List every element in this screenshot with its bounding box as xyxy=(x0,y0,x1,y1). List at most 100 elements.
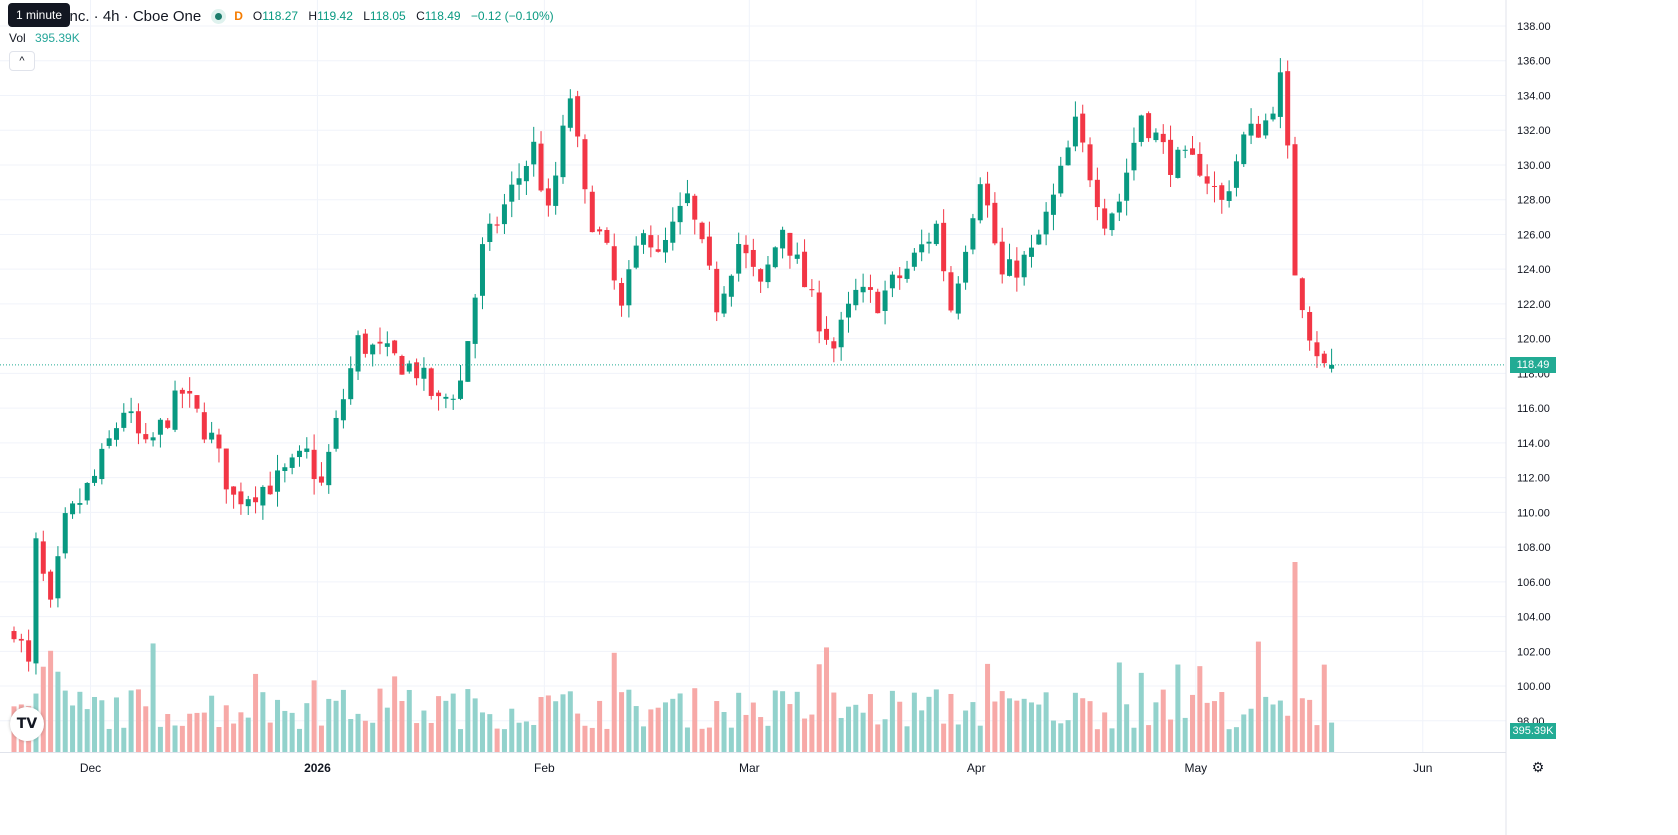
candle-body xyxy=(1307,312,1313,341)
y-tick-label: 106.00 xyxy=(1517,577,1551,589)
candle-body xyxy=(1314,342,1320,357)
x-tick-label: Apr xyxy=(967,761,986,775)
volume-bar xyxy=(706,727,712,752)
volume-bar xyxy=(941,723,947,752)
candle-body xyxy=(816,292,822,332)
volume-bar xyxy=(1094,729,1100,752)
volume-bar xyxy=(933,689,939,752)
candle-body xyxy=(509,184,515,202)
price-axis[interactable]: 98.00100.00102.00104.00106.00108.00110.0… xyxy=(1517,21,1551,728)
volume-bar xyxy=(1299,698,1305,752)
volume-legend: Vol 395.39K xyxy=(9,31,80,45)
volume-bar xyxy=(458,729,464,752)
volume-bar xyxy=(948,693,954,752)
candle-body xyxy=(414,362,420,379)
candle-body xyxy=(1160,133,1166,143)
candle-body xyxy=(1211,185,1217,187)
y-tick-label: 136.00 xyxy=(1517,56,1551,68)
candle-body xyxy=(1080,113,1086,143)
candle-body xyxy=(611,246,617,281)
volume-bar xyxy=(1314,725,1320,752)
market-status[interactable]: D xyxy=(211,8,243,24)
volume-bar xyxy=(113,697,119,752)
candle-body xyxy=(267,485,273,495)
candle-body xyxy=(1248,123,1254,136)
settings-icon[interactable]: ⚙ xyxy=(1531,759,1545,775)
candle-body xyxy=(985,183,991,206)
low-value: 118.05 xyxy=(369,9,406,23)
volume-bar xyxy=(619,692,625,752)
volume-bar xyxy=(794,691,800,752)
candle-body xyxy=(392,340,398,354)
candle-body xyxy=(84,482,90,501)
collapse-button[interactable]: ^ xyxy=(9,51,35,71)
volume-bar xyxy=(633,706,639,752)
candle-body xyxy=(1233,161,1239,188)
volume-bar xyxy=(384,707,390,752)
candle-body xyxy=(706,236,712,266)
y-tick-label: 138.00 xyxy=(1517,21,1551,33)
candle-body xyxy=(26,640,32,662)
volume-bar xyxy=(728,727,734,752)
volume-bar xyxy=(692,688,698,752)
candle-body xyxy=(794,254,800,259)
x-tick-label: Mar xyxy=(739,761,760,775)
candle-body xyxy=(179,389,185,394)
volume-bar xyxy=(809,714,815,752)
open-label: O xyxy=(252,9,263,23)
y-tick-label: 128.00 xyxy=(1517,195,1551,207)
candle-body xyxy=(845,303,851,318)
candle-body xyxy=(889,274,895,289)
candle-body xyxy=(1197,153,1203,176)
x-tick-label: Jun xyxy=(1413,761,1432,775)
volume-bar xyxy=(1226,729,1232,752)
candle-body xyxy=(1065,147,1071,166)
candle-body xyxy=(428,368,434,396)
candle-body xyxy=(992,202,998,244)
volume-bar xyxy=(1285,715,1291,752)
candle-body xyxy=(882,290,888,311)
candle-body xyxy=(18,638,24,641)
y-tick-label: 124.00 xyxy=(1517,264,1551,276)
x-tick-label: Dec xyxy=(80,761,101,775)
volume-bar xyxy=(662,702,668,752)
candle-body xyxy=(743,244,749,254)
tradingview-logo-icon[interactable]: TV xyxy=(10,707,44,741)
y-tick-label: 134.00 xyxy=(1517,90,1551,102)
volume-bar xyxy=(677,693,683,752)
candle-body xyxy=(765,264,771,283)
volume-bar xyxy=(875,724,881,752)
candle-body xyxy=(450,398,456,400)
volume-bar xyxy=(1058,723,1064,752)
volume-bar xyxy=(889,690,895,752)
time-axis[interactable]: Dec 2026 Feb Mar Apr May Jun xyxy=(80,761,1433,775)
symbol-title[interactable]: rt Inc. · 4h · Cboe One xyxy=(52,7,202,25)
volume-bar xyxy=(765,725,771,752)
volume-bar xyxy=(209,695,215,752)
volume-bar xyxy=(1292,562,1298,752)
candle-body xyxy=(780,229,786,249)
candle-body xyxy=(728,275,734,297)
candle-body xyxy=(1087,144,1093,181)
candle-body xyxy=(955,283,961,314)
candle-body xyxy=(494,224,500,226)
candle-body xyxy=(662,239,668,253)
volume-bar xyxy=(304,703,310,752)
volume-bar xyxy=(597,700,603,752)
candle-body xyxy=(1321,353,1327,364)
volume-bar xyxy=(70,705,76,752)
candle-body xyxy=(48,571,54,600)
volume-bar xyxy=(582,725,588,752)
volume-bar xyxy=(1175,664,1181,752)
volume-bar xyxy=(992,701,998,752)
candle-body xyxy=(384,343,390,347)
interval-tooltip: 1 minute xyxy=(8,3,71,27)
collapse-icon: ^ xyxy=(19,55,25,67)
candle-body xyxy=(55,556,61,599)
volume-bar xyxy=(121,727,127,752)
volume-bar xyxy=(853,704,859,752)
open-value: 118.27 xyxy=(262,9,299,23)
volume-bar xyxy=(831,692,837,752)
volume-bar xyxy=(99,700,105,752)
